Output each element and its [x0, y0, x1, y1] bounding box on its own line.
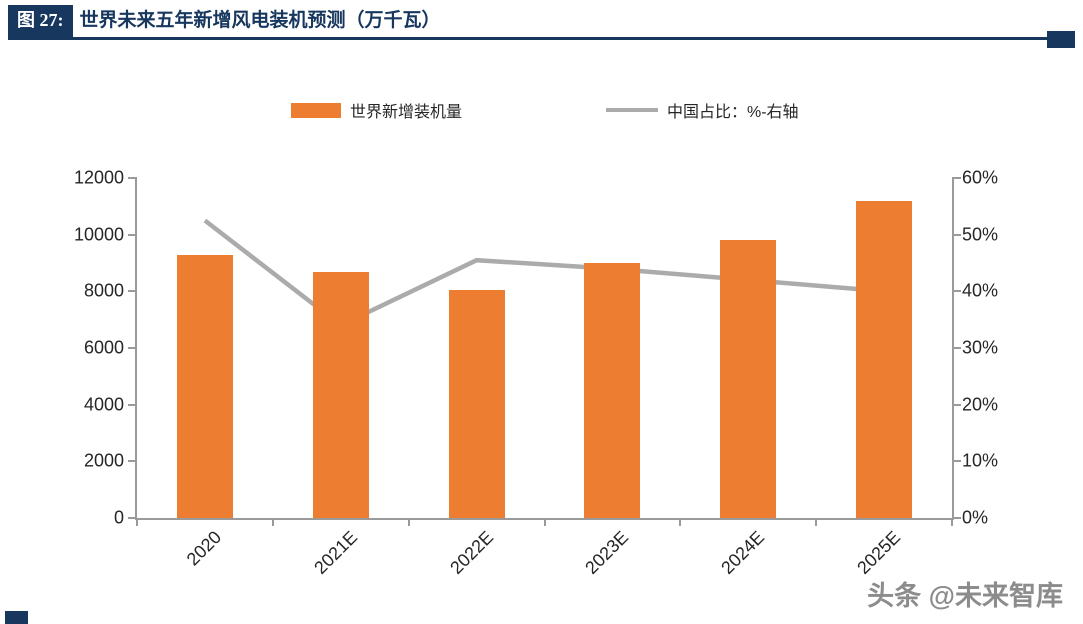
- left-axis-tick-label: 2000: [83, 450, 124, 471]
- bar-2021E: [312, 271, 369, 518]
- figure-title: 世界未来五年新增风电装机预测（万千瓦）: [79, 10, 441, 31]
- corner-block-bottom-left: [5, 611, 28, 624]
- figure-header: 图 27: 世界未来五年新增风电装机预测（万千瓦）: [8, 5, 441, 37]
- right-y-axis: 0% 10% 20% 30% 40% 50% 60%: [962, 168, 1072, 528]
- left-axis-tick: [128, 290, 137, 293]
- left-axis-tick-label: 4000: [83, 394, 124, 415]
- watermark: 头条 @未来智库: [867, 581, 1063, 611]
- x-axis-tick: [136, 518, 138, 526]
- right-axis-tick: [952, 177, 961, 179]
- x-axis-tick: [679, 518, 682, 526]
- x-axis-labels: 2020 2021E 2022E 2023E 2024E 2025E: [135, 524, 950, 604]
- left-axis-tick-label: 8000: [83, 280, 124, 301]
- bar-2024E: [720, 240, 777, 518]
- bar-2020: [176, 254, 233, 518]
- china-share-line: [203, 218, 885, 328]
- right-axis-tick-label: 40%: [962, 280, 999, 301]
- x-axis-label-2022E: 2022E: [445, 527, 497, 578]
- right-axis-tick-label: 30%: [962, 337, 999, 358]
- right-axis-tick: [952, 460, 961, 463]
- x-axis-label-2024E: 2024E: [717, 527, 769, 578]
- left-axis-tick-label: 0: [113, 507, 124, 528]
- x-axis-label-2021E: 2021E: [309, 527, 361, 578]
- right-axis-tick-label: 50%: [962, 224, 999, 245]
- left-axis-tick: [128, 403, 137, 406]
- x-axis-tick: [815, 518, 818, 526]
- bar-2025E: [856, 200, 913, 518]
- right-axis-tick-label: 0%: [962, 507, 989, 528]
- legend-label-china-share: 中国占比：%-右轴: [667, 104, 799, 121]
- left-axis-tick: [128, 347, 137, 349]
- left-axis-tick-label: 6000: [83, 337, 124, 358]
- left-axis-tick: [128, 233, 137, 236]
- bar-2022E: [448, 289, 505, 518]
- left-axis-tick: [128, 517, 137, 519]
- china-share-line-layer: [203, 218, 885, 328]
- bar-2023E: [584, 263, 641, 518]
- x-axis-tick: [407, 518, 410, 526]
- right-axis-tick-label: 60%: [962, 167, 999, 188]
- right-axis-tick-label: 10%: [962, 450, 999, 471]
- figure-number-label: 图 27:: [8, 5, 73, 37]
- right-axis-tick: [952, 233, 961, 236]
- x-axis-label-2020: 2020: [182, 527, 226, 570]
- left-axis-tick: [128, 460, 137, 463]
- x-axis-tick: [543, 518, 546, 526]
- left-axis-tick-label: 12000: [73, 167, 124, 188]
- x-axis-tick: [271, 518, 274, 526]
- legend-label-world-capacity: 世界新增装机量: [350, 104, 463, 121]
- plot-area: [128, 177, 961, 526]
- x-axis-label-2023E: 2023E: [581, 527, 633, 578]
- bar-series-swatch: [291, 102, 341, 118]
- left-axis-tick: [128, 177, 137, 179]
- right-axis-tick: [952, 290, 961, 293]
- left-y-axis: 0 2000 4000 6000 8000 10000 12000: [0, 168, 124, 528]
- right-axis-tick: [952, 347, 961, 349]
- right-axis-tick: [952, 403, 961, 406]
- legend-item-world-capacity: 世界新增装机量: [291, 98, 462, 122]
- left-axis-tick-label: 10000: [73, 224, 124, 245]
- chart-legend: 世界新增装机量 中国占比：%-右轴: [0, 98, 1083, 122]
- line-series-swatch: [606, 108, 658, 112]
- right-axis-tick: [952, 517, 961, 519]
- legend-item-china-share: 中国占比：%-右轴: [606, 98, 799, 122]
- header-rule: [8, 37, 1047, 40]
- x-axis-tick: [951, 518, 953, 526]
- right-axis-tick-label: 20%: [962, 394, 999, 415]
- corner-block-top-right: [1047, 31, 1075, 48]
- x-axis-label-2025E: 2025E: [853, 527, 905, 578]
